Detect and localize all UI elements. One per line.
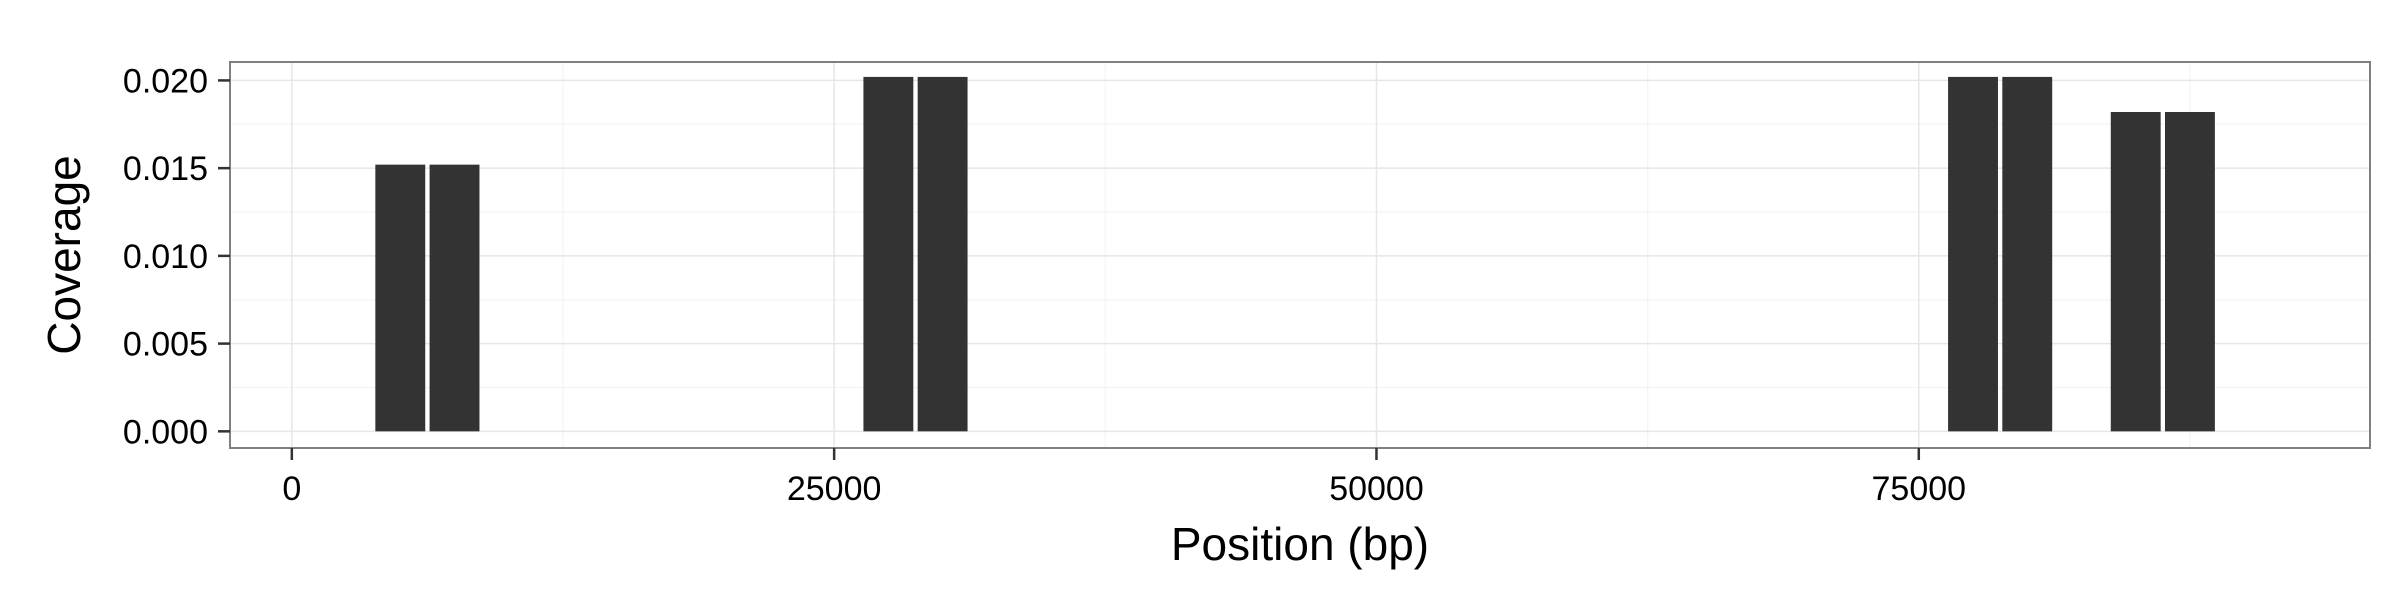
x-axis-title: Position (bp) — [1171, 518, 1429, 570]
y-tick-label: 0.015 — [123, 150, 208, 188]
y-tick-label: 0.010 — [123, 238, 208, 276]
coverage-bar — [917, 76, 968, 432]
x-tick-label: 0 — [282, 470, 301, 508]
x-tick-label: 25000 — [787, 470, 882, 508]
y-axis: 0.000 0.005 0.010 0.015 0.020 — [123, 62, 230, 451]
coverage-bar — [863, 76, 914, 432]
y-axis-title: Coverage — [38, 155, 90, 354]
y-tick-label: 0.020 — [123, 62, 208, 100]
x-axis: 0 25000 50000 75000 — [282, 448, 1966, 508]
x-tick-label: 75000 — [1872, 470, 1967, 508]
coverage-bar — [429, 164, 480, 432]
coverage-bar — [375, 164, 426, 432]
y-tick-label: 0.005 — [123, 326, 208, 364]
coverage-bar — [2002, 76, 2053, 432]
x-tick-label: 50000 — [1329, 470, 1424, 508]
coverage-bar — [1948, 76, 1998, 432]
grid-lines — [230, 62, 2370, 448]
coverage-bar — [2110, 112, 2161, 432]
coverage-bar — [2165, 112, 2215, 432]
bars — [375, 76, 2215, 432]
y-tick-label: 0.000 — [123, 413, 208, 451]
